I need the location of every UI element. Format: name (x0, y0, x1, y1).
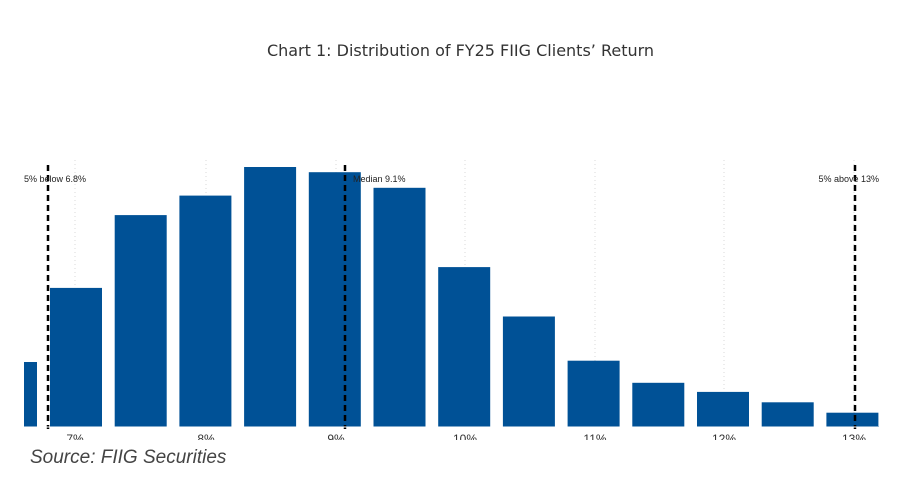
histogram-bar (244, 167, 297, 427)
x-tick-label: 7% (66, 432, 84, 440)
x-tick-label: 10% (453, 432, 477, 440)
histogram-bar (308, 172, 361, 427)
source-note: Source: FIIG Securities (30, 447, 227, 468)
bars (24, 167, 879, 427)
x-axis-ticks: 7% 8% 9% 10% 11% 12% 13% (66, 432, 866, 440)
histogram-bar (373, 187, 426, 427)
histogram-bar (438, 267, 491, 427)
histogram-bar (826, 412, 879, 427)
chart-title: Chart 1: Distribution of FY25 FIIG Clien… (266, 41, 655, 60)
x-tick-label: 13% (842, 432, 866, 440)
histogram-bar (632, 382, 685, 427)
marker-label: 5% below 6.8% (24, 174, 86, 184)
x-tick-label: 12% (712, 432, 736, 440)
x-tick-label: 11% (583, 432, 606, 440)
x-tick-label: 8% (197, 432, 215, 440)
histogram-bar (697, 391, 749, 427)
marker-label: Median 9.1% (353, 174, 406, 184)
histogram-chart: 5% below 6.8% Median 9.1% 5% above 13% 7% 8… (24, 160, 879, 440)
histogram-bar (114, 215, 167, 427)
histogram-bar (761, 402, 814, 427)
histogram-bar (502, 316, 555, 427)
marker-label: 5% above 13% (818, 174, 879, 184)
histogram-bar (179, 195, 232, 427)
x-tick-label: 9% (327, 432, 345, 440)
histogram-bar (24, 362, 37, 427)
histogram-bar (50, 287, 102, 427)
histogram-bar (567, 360, 620, 427)
markers: 5% below 6.8% Median 9.1% 5% above 13% (24, 165, 879, 429)
